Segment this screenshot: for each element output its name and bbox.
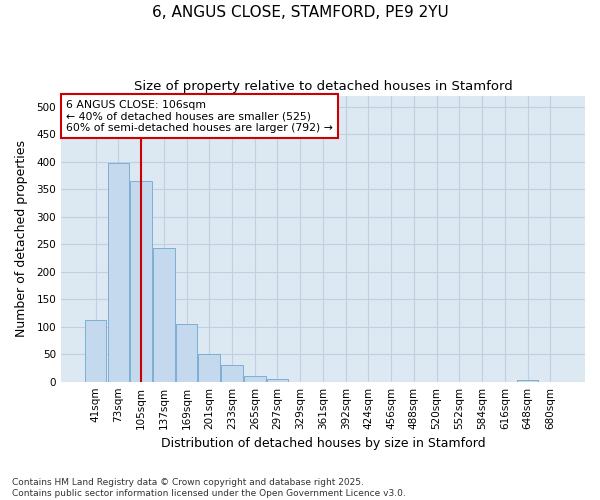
Y-axis label: Number of detached properties: Number of detached properties [15,140,28,337]
X-axis label: Distribution of detached houses by size in Stamford: Distribution of detached houses by size … [161,437,485,450]
Bar [266,379,288,382]
Bar [199,354,220,382]
Text: 6, ANGUS CLOSE, STAMFORD, PE9 2YU: 6, ANGUS CLOSE, STAMFORD, PE9 2YU [152,5,448,20]
Bar [176,324,197,382]
Bar [85,320,106,382]
Bar [130,181,152,382]
Bar [517,380,538,382]
Title: Size of property relative to detached houses in Stamford: Size of property relative to detached ho… [134,80,512,93]
Bar [221,365,243,382]
Bar [244,376,266,382]
Text: 6 ANGUS CLOSE: 106sqm
← 40% of detached houses are smaller (525)
60% of semi-det: 6 ANGUS CLOSE: 106sqm ← 40% of detached … [66,100,333,133]
Bar [107,163,129,382]
Text: Contains HM Land Registry data © Crown copyright and database right 2025.
Contai: Contains HM Land Registry data © Crown c… [12,478,406,498]
Bar [153,248,175,382]
